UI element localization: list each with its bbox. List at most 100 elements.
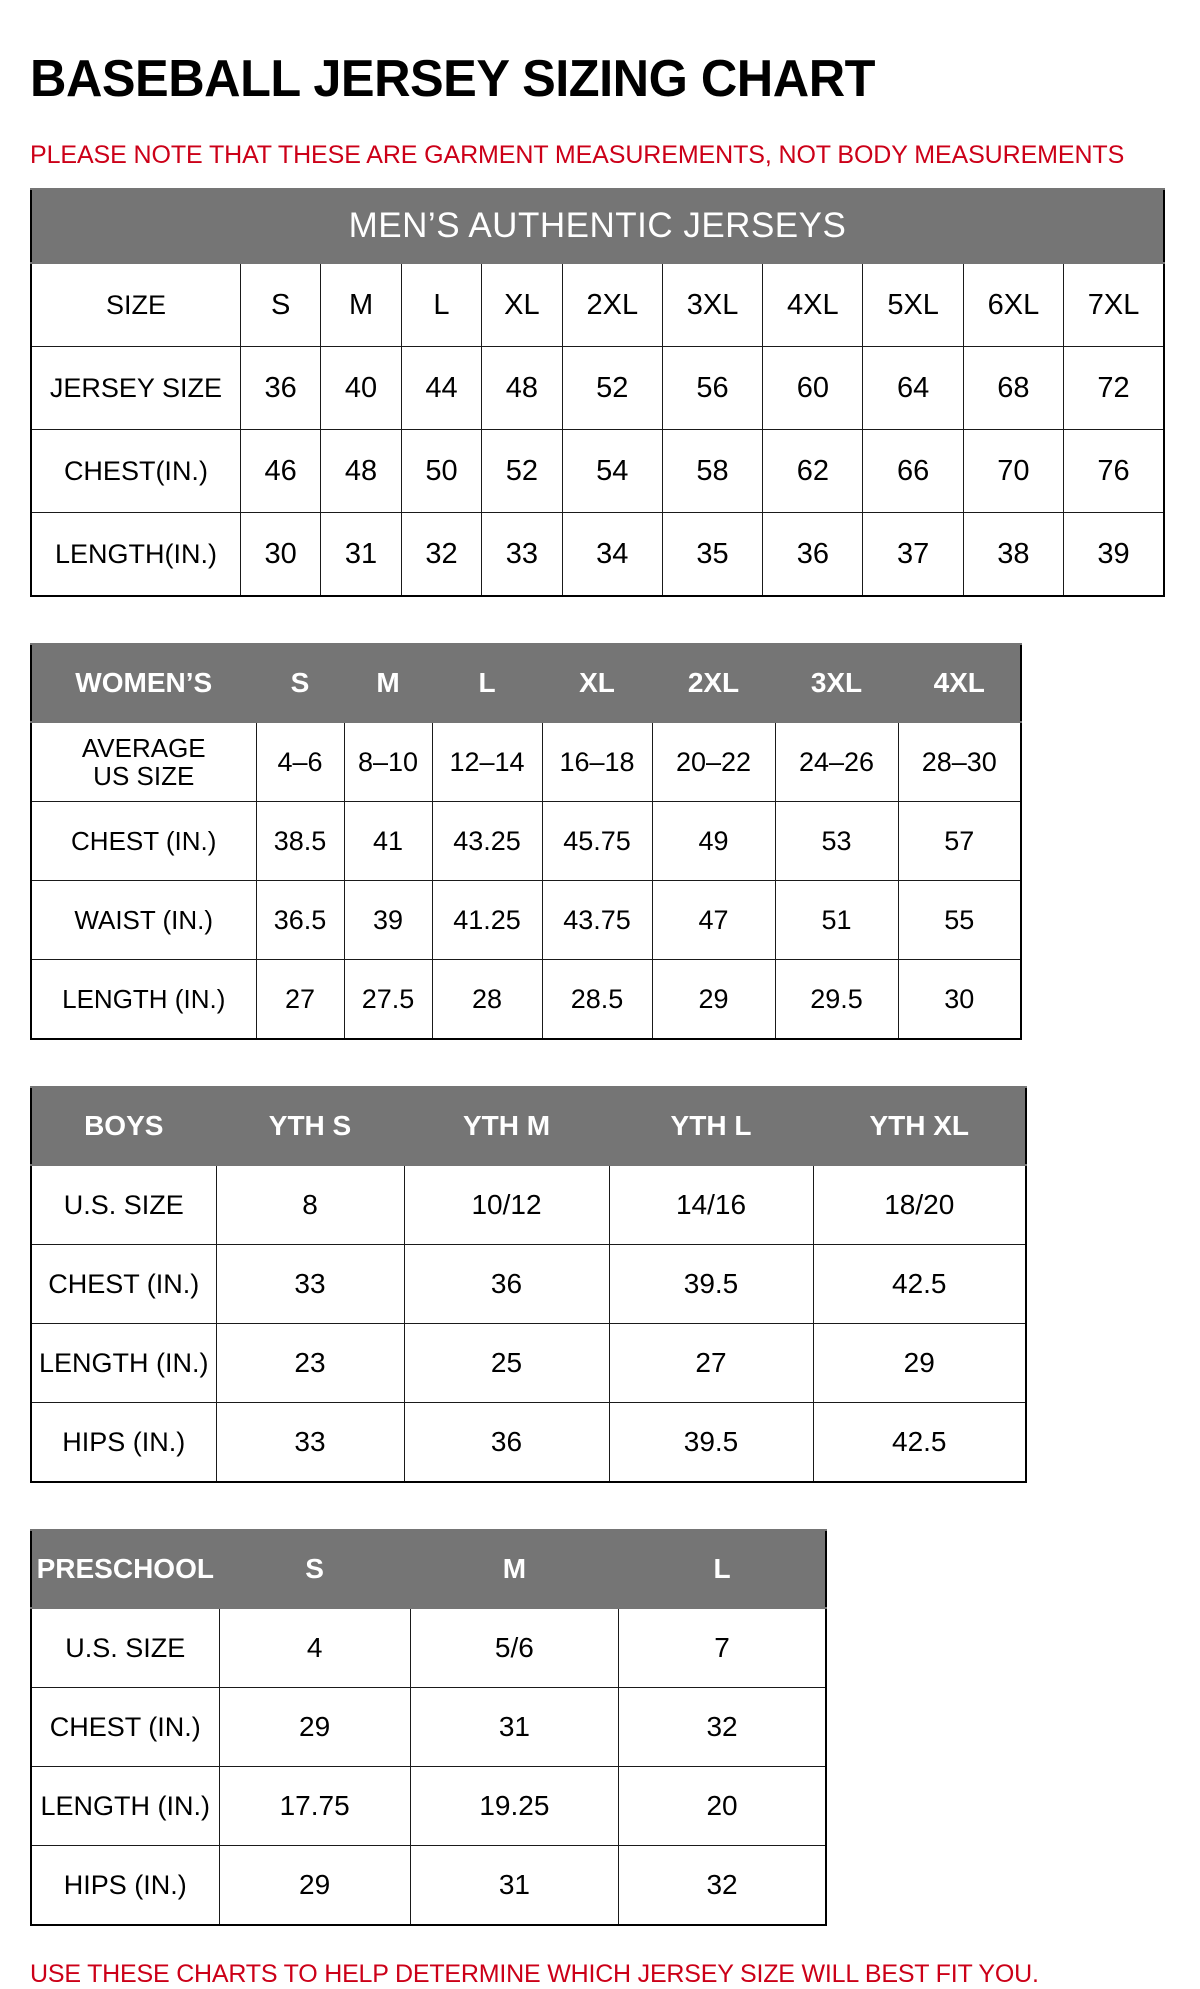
cell: 19.25 xyxy=(409,1766,620,1847)
cell: 34 xyxy=(561,512,663,597)
cell: 27 xyxy=(608,1323,814,1404)
row-label: CHEST (IN.) xyxy=(30,1244,217,1325)
cell: 24–26 xyxy=(774,721,899,803)
cell: 29 xyxy=(651,959,776,1040)
cell: 10/12 xyxy=(403,1164,610,1246)
cell: 41.25 xyxy=(431,880,543,961)
table-row: CHEST (IN.) 33 36 39.5 42.5 xyxy=(30,1244,1027,1325)
cell: 39.5 xyxy=(608,1402,814,1483)
cell: 14/16 xyxy=(608,1164,814,1246)
sizing-chart-page: BASEBALL JERSEY SIZING CHART PLEASE NOTE… xyxy=(0,35,1200,1988)
cell: 46 xyxy=(239,429,322,514)
corner-label-mens: SIZE xyxy=(30,262,241,348)
cell: 30 xyxy=(239,512,322,597)
table-row: CHEST(IN.) 46 48 50 52 54 58 62 66 70 76 xyxy=(30,429,1165,514)
cell: 20 xyxy=(618,1766,827,1847)
cell: 31 xyxy=(409,1845,620,1926)
cell: 5/6 xyxy=(409,1607,620,1689)
cell: 4–6 xyxy=(255,721,345,803)
column-header: L xyxy=(431,643,543,724)
table-header-row: BOYS YTH S YTH M YTH L YTH XL xyxy=(30,1086,1027,1167)
table-header-row: SIZE S M L XL 2XL 3XL 4XL 5XL 6XL 7XL xyxy=(30,262,1165,348)
table-preschool: PRESCHOOL S M L U.S. SIZE 4 5/6 7 CHEST … xyxy=(30,1529,827,1927)
column-header: L xyxy=(618,1529,827,1610)
cell: 48 xyxy=(320,429,402,514)
row-label: LENGTH (IN.) xyxy=(30,1323,217,1404)
cell: 17.75 xyxy=(218,1766,411,1847)
cell: 42.5 xyxy=(812,1244,1027,1325)
cell: 36 xyxy=(403,1244,610,1325)
cell: 27 xyxy=(255,959,345,1040)
cell: 45.75 xyxy=(541,801,653,882)
cell: 35 xyxy=(661,512,764,597)
garment-measurement-note: PLEASE NOTE THAT THESE ARE GARMENT MEASU… xyxy=(30,140,1125,169)
cell: 66 xyxy=(862,429,964,514)
cell: 28–30 xyxy=(897,721,1022,803)
table-banner-row: MEN’S AUTHENTIC JERSEYS xyxy=(30,188,1165,265)
cell: 58 xyxy=(661,429,764,514)
column-header: 3XL xyxy=(661,262,764,348)
cell: 36 xyxy=(762,512,864,597)
cell: 4 xyxy=(218,1607,411,1689)
cell: 52 xyxy=(481,429,563,514)
table-row: WAIST (IN.) 36.5 39 41.25 43.75 47 51 55 xyxy=(30,880,1022,961)
cell: 8 xyxy=(215,1164,405,1246)
table-row: HIPS (IN.) 29 31 32 xyxy=(30,1845,827,1926)
cell: 37 xyxy=(862,512,964,597)
table-row: CHEST (IN.) 29 31 32 xyxy=(30,1687,827,1768)
footer-note: USE THESE CHARTS TO HELP DETERMINE WHICH… xyxy=(30,1960,1039,1989)
row-label: JERSEY SIZE xyxy=(30,346,241,431)
cell: 18/20 xyxy=(812,1164,1027,1246)
cell: 36 xyxy=(239,346,322,431)
corner-label-boys: BOYS xyxy=(30,1086,217,1167)
cell: 7 xyxy=(618,1607,827,1689)
row-label: LENGTH (IN.) xyxy=(30,1766,220,1847)
row-label: CHEST (IN.) xyxy=(30,801,257,882)
row-label: LENGTH (IN.) xyxy=(30,959,257,1040)
cell: 33 xyxy=(481,512,563,597)
column-header: 5XL xyxy=(862,262,964,348)
column-header: S xyxy=(239,262,322,348)
cell: 32 xyxy=(618,1845,827,1926)
cell: 33 xyxy=(215,1244,405,1325)
cell: 55 xyxy=(897,880,1022,961)
column-header: 3XL xyxy=(774,643,899,724)
table-row: CHEST (IN.) 38.5 41 43.25 45.75 49 53 57 xyxy=(30,801,1022,882)
cell: 44 xyxy=(400,346,483,431)
column-header: M xyxy=(343,643,433,724)
table-mens-authentic-jerseys: MEN’S AUTHENTIC JERSEYS SIZE S M L XL 2X… xyxy=(30,188,1165,598)
column-header: S xyxy=(255,643,345,724)
cell: 29 xyxy=(218,1687,411,1768)
row-label: CHEST (IN.) xyxy=(30,1687,220,1768)
column-header: L xyxy=(400,262,483,348)
row-label: LENGTH(IN.) xyxy=(30,512,241,597)
column-header: XL xyxy=(541,643,653,724)
cell: 41 xyxy=(343,801,433,882)
table-row: AVERAGE US SIZE 4–6 8–10 12–14 16–18 20–… xyxy=(30,721,1022,803)
column-header: 2XL xyxy=(651,643,776,724)
cell: 47 xyxy=(651,880,776,961)
cell: 52 xyxy=(561,346,663,431)
cell: 42.5 xyxy=(812,1402,1027,1483)
column-header: M xyxy=(409,1529,620,1610)
table-row: LENGTH (IN.) 17.75 19.25 20 xyxy=(30,1766,827,1847)
cell: 16–18 xyxy=(541,721,653,803)
table-header-row: PRESCHOOL S M L xyxy=(30,1529,827,1610)
page-title: BASEBALL JERSEY SIZING CHART xyxy=(30,49,875,108)
cell: 29 xyxy=(812,1323,1027,1404)
cell: 39 xyxy=(343,880,433,961)
column-header: YTH XL xyxy=(812,1086,1027,1167)
cell: 57 xyxy=(897,801,1022,882)
cell: 27.5 xyxy=(343,959,433,1040)
cell: 20–22 xyxy=(651,721,776,803)
corner-label-preschool: PRESCHOOL xyxy=(30,1529,220,1610)
row-label: HIPS (IN.) xyxy=(30,1402,217,1483)
row-label: U.S. SIZE xyxy=(30,1607,220,1689)
row-label: AVERAGE US SIZE xyxy=(30,721,257,803)
cell: 64 xyxy=(862,346,964,431)
row-label: WAIST (IN.) xyxy=(30,880,257,961)
table-row: LENGTH(IN.) 30 31 32 33 34 35 36 37 38 3… xyxy=(30,512,1165,597)
table-row: HIPS (IN.) 33 36 39.5 42.5 xyxy=(30,1402,1027,1483)
cell: 54 xyxy=(561,429,663,514)
row-label: U.S. SIZE xyxy=(30,1164,217,1246)
